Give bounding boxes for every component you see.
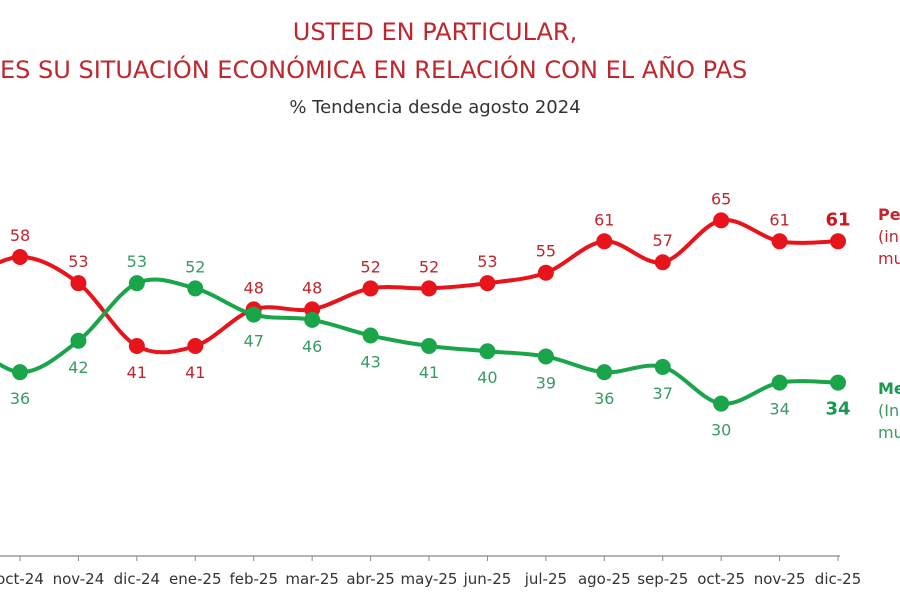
x-tick-label: nov-25	[754, 570, 806, 588]
green-data-label: 39	[536, 373, 556, 392]
red-data-label: 53	[477, 252, 497, 271]
green-data-point	[12, 364, 28, 381]
red-data-point	[654, 254, 671, 271]
red-data-label: 61	[825, 209, 850, 230]
green-data-label: 53	[127, 252, 147, 271]
red-data-label: 52	[360, 257, 380, 276]
legend-green-desc-2: mu	[878, 423, 900, 442]
green-data-label: 42	[68, 358, 88, 377]
green-data-label: 36	[10, 389, 30, 408]
red-data-point	[596, 233, 613, 250]
red-data-label: 53	[68, 252, 88, 271]
green-data-point	[70, 332, 87, 349]
legend-red: Pe (in mu	[878, 204, 900, 270]
green-data-point	[362, 327, 379, 344]
x-tick-label: abr-25	[346, 570, 394, 588]
red-data-label: 48	[302, 278, 322, 297]
green-data-point	[128, 275, 145, 292]
x-tick-label: mar-25	[285, 570, 339, 588]
red-data-label: 55	[536, 242, 556, 261]
red-series-line	[0, 218, 839, 355]
green-data-label: 34	[825, 399, 850, 420]
red-data-label: 58	[10, 226, 30, 245]
x-tick-label: feb-25	[229, 570, 278, 588]
red-data-point	[830, 233, 847, 250]
legend-red-desc-2: mu	[878, 249, 900, 268]
x-tick-label: jul-25	[524, 570, 567, 588]
x-tick-label: nov-24	[53, 570, 105, 588]
green-data-label: 47	[244, 332, 264, 351]
red-data-point	[12, 249, 28, 265]
red-data-label: 57	[653, 231, 673, 250]
red-data-point	[537, 264, 554, 281]
red-data-point	[421, 280, 438, 297]
green-data-point	[830, 374, 847, 391]
x-tick-label: oct-25	[697, 570, 745, 588]
legend-red-label: Pe	[878, 205, 900, 224]
x-tick-label: jun-25	[463, 570, 512, 588]
green-data-point	[479, 343, 496, 360]
red-data-point	[771, 233, 788, 250]
green-data-point	[187, 280, 204, 297]
x-tick-label: ene-25	[169, 570, 221, 588]
x-tick-label: dic-25	[815, 570, 861, 588]
red-data-label: 65	[711, 189, 731, 208]
x-tick-label: dic-24	[114, 570, 160, 588]
red-data-label: 52	[419, 257, 439, 276]
chart-title: USTED EN PARTICULAR,	[292, 18, 578, 46]
green-data-label: 52	[185, 257, 205, 276]
legend-green-label: Me	[878, 379, 900, 398]
green-data-label: 30	[711, 421, 731, 440]
green-data-label: 37	[653, 384, 673, 403]
green-data-label: 34	[769, 400, 789, 419]
red-data-label: 61	[594, 210, 614, 229]
green-series-line	[0, 277, 839, 406]
green-data-label: 41	[419, 363, 439, 382]
red-data-point	[70, 275, 87, 292]
x-tick-label: ago-25	[578, 570, 631, 588]
legend-red-desc-1: (in	[878, 227, 899, 246]
green-data-point	[596, 364, 613, 381]
red-data-point	[362, 280, 379, 297]
green-data-label: 46	[302, 337, 322, 356]
legend-green: Me (In mu	[878, 378, 900, 444]
green-data-point	[421, 337, 438, 354]
green-data-point	[245, 306, 262, 323]
red-data-point	[128, 337, 145, 354]
chart-caption: % Tendencia desde agosto 2024	[289, 97, 581, 118]
green-data-point	[771, 374, 788, 391]
x-tick-label: may-25	[401, 570, 458, 588]
red-data-label: 41	[127, 363, 147, 382]
green-data-point	[654, 358, 671, 375]
green-data-point	[713, 395, 730, 412]
green-data-label: 40	[477, 368, 497, 387]
red-data-label: 48	[244, 278, 264, 297]
green-data-point	[304, 311, 321, 328]
red-data-label: 41	[185, 363, 205, 382]
red-data-label: 61	[769, 210, 789, 229]
red-data-point	[479, 275, 496, 292]
green-data-point	[537, 348, 554, 365]
x-tick-label: oct-24	[0, 570, 44, 588]
x-tick-label: sep-25	[637, 570, 688, 588]
red-data-point	[187, 337, 204, 354]
green-data-label: 43	[360, 353, 380, 372]
red-data-point	[713, 212, 730, 229]
green-data-label: 36	[594, 389, 614, 408]
chart-subtitle: ES SU SITUACIÓN ECONÓMICA EN RELACIÓN CO…	[0, 56, 748, 84]
legend-green-desc-1: (In	[878, 401, 900, 420]
